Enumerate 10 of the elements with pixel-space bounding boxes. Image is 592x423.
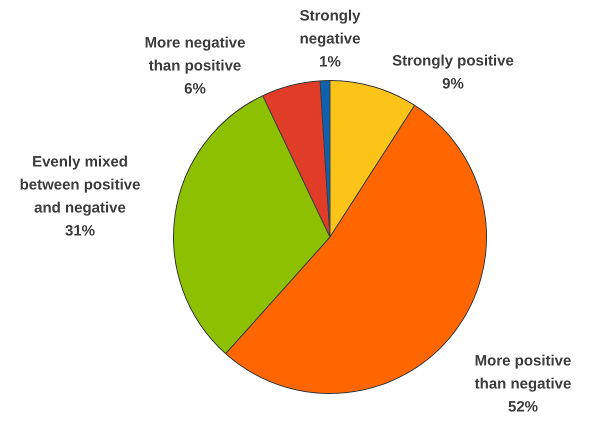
data-label: 31% [64,222,96,240]
data-label: 52% [508,398,538,416]
data-label: 6% [184,80,206,98]
data-label: 9% [442,76,464,93]
slice-label: Evenly mixed between positive and negative [20,154,140,217]
slice-label: Strongly positive [392,52,514,70]
slice-label: More negative than positive [144,34,246,75]
slice-label: More positive than negative [474,352,572,393]
slice-label: Strongly negative [300,8,362,48]
data-label: 1% [319,54,341,71]
